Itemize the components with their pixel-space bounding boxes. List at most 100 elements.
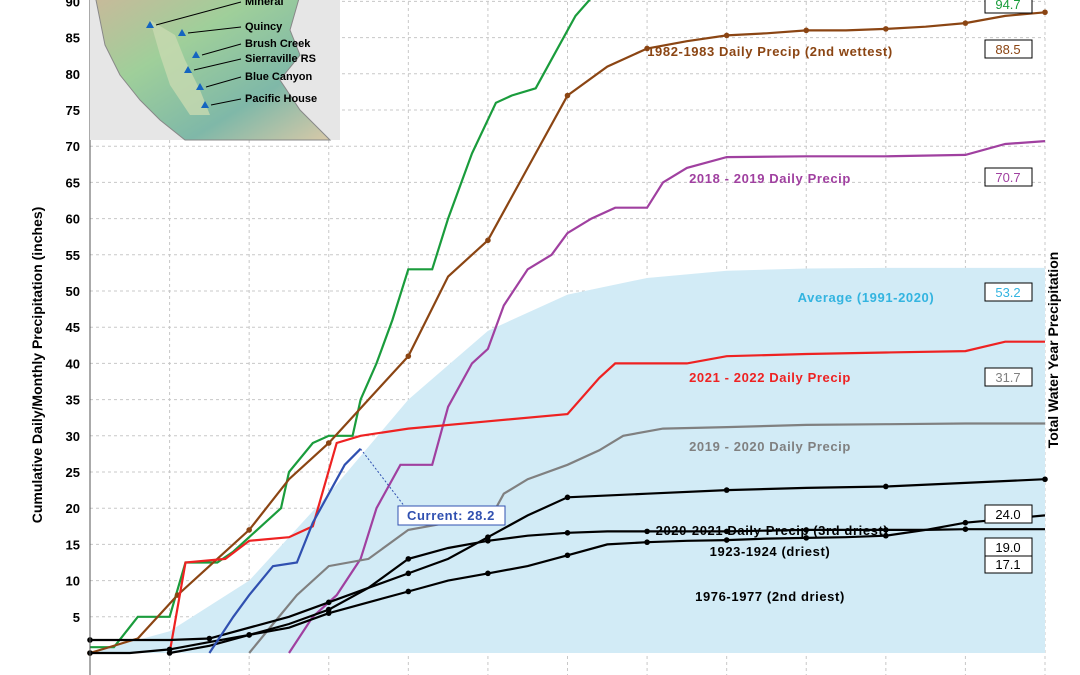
series-marker xyxy=(723,537,730,543)
total-value: 31.7 xyxy=(995,370,1020,385)
average-fill xyxy=(90,267,1045,653)
average-label: Average (1991-2020) xyxy=(798,290,935,305)
y-tick-label: 5 xyxy=(73,610,80,625)
series-line-0 xyxy=(90,0,591,649)
total-box xyxy=(984,504,1033,524)
series-marker xyxy=(883,26,889,32)
total-value: 24.0 xyxy=(995,507,1020,522)
series-marker xyxy=(405,570,412,577)
series-line-3 xyxy=(168,340,1045,654)
series-marker xyxy=(485,237,491,244)
series-label: 1923-1924 (driest) xyxy=(710,544,831,559)
station-leader xyxy=(201,43,242,56)
series-marker xyxy=(883,532,889,539)
station-markers: Mineral Quincy Brush Creek Sierraville RS Bl… xyxy=(146,0,317,108)
station-label: Brush Creek xyxy=(245,38,311,50)
y-tick-label: 30 xyxy=(66,429,80,444)
series-marker xyxy=(564,494,571,501)
series-line-8 xyxy=(208,448,362,654)
series-marker xyxy=(883,527,889,533)
y-axis: 5101520253035404550556065707580859095 xyxy=(66,0,91,675)
station-leader xyxy=(205,76,242,88)
series-marker xyxy=(325,440,332,446)
central-valley xyxy=(150,20,210,115)
station-label: Mineral xyxy=(245,0,284,8)
series-marker xyxy=(564,552,571,559)
total-box xyxy=(984,282,1033,302)
y-tick-label: 80 xyxy=(66,67,80,82)
station-leader xyxy=(187,26,242,34)
series-marker xyxy=(803,535,810,541)
series-marker xyxy=(485,570,491,577)
series-marker xyxy=(883,483,889,490)
series-marker xyxy=(962,526,969,532)
series-label: 2020-2021 Daily Precip (3rd driest) xyxy=(656,523,889,538)
series-marker xyxy=(723,32,730,39)
series-marker xyxy=(803,27,810,34)
station-marker xyxy=(192,51,200,58)
series-label: 2018 - 2019 Daily Precip xyxy=(689,171,851,186)
series-marker xyxy=(564,92,571,99)
series-line-2 xyxy=(288,140,1046,654)
y-tick-label: 90 xyxy=(66,0,80,9)
total-box xyxy=(984,39,1033,59)
total-value: 19.0 xyxy=(995,540,1020,555)
y-tick-label: 25 xyxy=(66,465,80,480)
series-marker xyxy=(405,353,412,359)
series-line-4 xyxy=(248,422,1045,654)
series-marker xyxy=(644,528,650,535)
series-marker xyxy=(485,537,491,544)
series-marker xyxy=(564,530,571,536)
series-marker xyxy=(644,45,650,52)
series-marker xyxy=(405,588,412,595)
station-marker xyxy=(201,101,209,108)
total-box xyxy=(984,537,1033,557)
current-label: Current: 28.2 xyxy=(407,508,495,523)
series-line-6 xyxy=(169,528,1045,655)
station-marker xyxy=(196,83,204,90)
y-tick-label: 65 xyxy=(66,175,80,190)
station-label: Quincy xyxy=(245,21,283,33)
station-label: Sierraville RS xyxy=(245,53,316,65)
station-label: Blue Canyon xyxy=(245,71,313,83)
series-marker xyxy=(325,599,332,606)
total-value: 17.1 xyxy=(995,557,1020,572)
series-label: 2021 - 2022 Daily Precip xyxy=(689,370,851,385)
series-marker xyxy=(644,539,650,546)
station-leader xyxy=(155,1,242,26)
series-labels: 1982-1983 Daily Precip (2nd wettest) 2018… xyxy=(360,44,935,604)
y-tick-label: 85 xyxy=(66,31,80,46)
station-leader xyxy=(193,58,242,71)
y-axis-title: Cumulative Daily/Monthly Precipitation (… xyxy=(29,207,45,524)
station-marker xyxy=(178,29,186,36)
y-tick-label: 45 xyxy=(66,320,80,335)
total-boxes: 94.788.570.743.031.724.017.119.053.2 xyxy=(984,0,1033,574)
total-value: 70.7 xyxy=(995,170,1020,185)
y-tick-label: 40 xyxy=(66,356,80,371)
total-box xyxy=(984,0,1033,14)
series-marker xyxy=(206,635,213,642)
series-label: 2019 - 2020 Daily Precip xyxy=(689,439,851,454)
series-marker xyxy=(723,528,730,535)
total-value: 94.7 xyxy=(995,0,1020,12)
series-label: 1976-1977 (2nd driest) xyxy=(695,589,845,604)
station-label: Pacific House xyxy=(245,93,317,105)
series-marker xyxy=(803,527,810,533)
total-box xyxy=(984,167,1033,187)
series-label: 1982-1983 Daily Precip (2nd wettest) xyxy=(647,44,893,59)
series-marker xyxy=(166,646,173,653)
series-marker xyxy=(246,527,252,533)
y-tick-label: 20 xyxy=(66,501,80,516)
series-marker xyxy=(246,632,252,638)
total-box xyxy=(984,367,1033,387)
station-leader xyxy=(210,98,242,106)
series-lines xyxy=(87,0,1048,656)
series-marker xyxy=(962,519,969,526)
current-box xyxy=(397,505,506,526)
series-marker xyxy=(962,20,969,26)
y2-axis-title: Total Water Year Precipitation xyxy=(1045,252,1061,449)
y-tick-label: 35 xyxy=(66,393,80,408)
series-marker xyxy=(1042,476,1048,483)
series-line-7 xyxy=(90,514,1046,655)
